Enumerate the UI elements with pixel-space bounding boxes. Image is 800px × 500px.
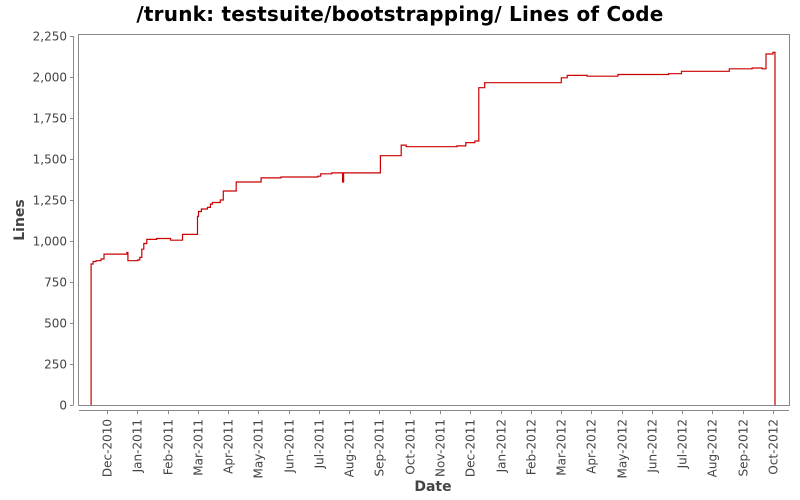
x-tick-label: Nov-2011 xyxy=(434,419,448,477)
x-axis-title: Date xyxy=(414,479,451,495)
y-tick-label: 1,500 xyxy=(33,153,67,167)
lines-of-code-series xyxy=(90,51,776,405)
x-tick-label: Oct-2012 xyxy=(767,419,781,475)
y-tick-label: 0 xyxy=(59,399,67,413)
x-tick-label: May-2011 xyxy=(252,419,266,478)
x-tick-label: Dec-2010 xyxy=(101,419,115,477)
x-tick-label: Aug-2012 xyxy=(706,419,720,477)
x-tick-label: Mar-2012 xyxy=(555,419,569,476)
x-tick-label: Jun-2011 xyxy=(283,419,297,474)
x-tick-label: Feb-2011 xyxy=(162,419,176,475)
plot-area xyxy=(78,34,790,406)
x-tick-label: May-2012 xyxy=(616,419,630,478)
x-axis: Dec-2010 Jan-2011 Feb-2011 Mar-2011 Apr-2011… xyxy=(79,410,789,478)
y-tick-label: 1,000 xyxy=(33,235,67,249)
x-tick-label: Dec-2011 xyxy=(464,419,478,477)
x-tick-label: Apr-2011 xyxy=(222,419,236,474)
x-tick-label: Apr-2012 xyxy=(585,419,599,474)
y-tick-label: 250 xyxy=(44,358,67,372)
x-tick-label: Jan-2012 xyxy=(495,419,509,473)
x-tick-label: Sep-2011 xyxy=(373,419,387,477)
y-tick-label: 500 xyxy=(44,317,67,331)
x-tick-label: Aug-2011 xyxy=(343,419,357,477)
y-tick-label: 750 xyxy=(44,276,67,290)
x-tick-label: Jun-2012 xyxy=(646,419,660,474)
x-tick-label: Jan-2011 xyxy=(131,419,145,473)
x-tick-label: Feb-2012 xyxy=(525,419,539,475)
x-tick-label: Sep-2012 xyxy=(737,419,751,477)
chart-title: /trunk: testsuite/bootstrapping/ Lines o… xyxy=(136,2,664,26)
y-axis: 0 250 500 750 1,000 1,250 1,500 1,750 2,000 2,250 xyxy=(33,30,74,413)
y-tick-label: 2,000 xyxy=(33,71,67,85)
x-tick-label: Mar-2011 xyxy=(192,419,206,476)
y-tick-label: 2,250 xyxy=(33,30,67,44)
x-tick-label: Jul-2012 xyxy=(676,419,690,469)
y-tick-label: 1,750 xyxy=(33,112,67,126)
y-tick-label: 1,250 xyxy=(33,194,67,208)
x-tick-label: Oct-2011 xyxy=(404,419,418,475)
x-tick-label: Jul-2011 xyxy=(313,419,327,469)
y-axis-title: Lines xyxy=(12,199,28,241)
